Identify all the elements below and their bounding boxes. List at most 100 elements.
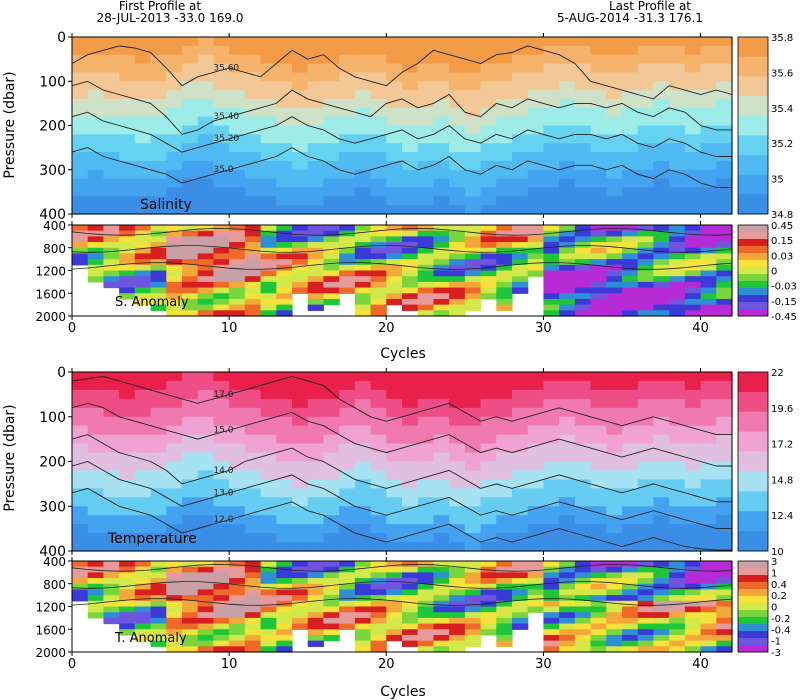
heatmap-cell [716,634,733,642]
heatmap-cell [386,533,403,543]
heatmap-cell [449,259,466,266]
heatmap-cell [637,160,655,171]
heatmap-cell [276,434,293,445]
heatmap-cell [119,81,136,91]
heatmap-cell [716,196,733,206]
heatmap-cell [669,416,686,427]
heatmap-cell [276,287,293,294]
heatmap-cell [323,54,340,65]
heatmap-cell [574,542,592,552]
heatmap-cell [433,54,450,65]
heatmap-cell [433,606,450,613]
heatmap-cell [166,606,183,613]
heatmap-cell [543,398,560,409]
heatmap-cell [244,515,262,525]
heatmap-cell [402,169,419,180]
heatmap-cell [449,196,466,206]
heatmap-cell [386,281,403,289]
heatmap-cell [166,595,183,602]
heatmap-cell [684,470,702,480]
heatmap-cell [464,236,482,243]
heatmap-cell [574,259,592,266]
heatmap-cell [559,242,576,249]
heatmap-cell [339,416,356,427]
heatmap-cell [480,187,497,197]
heatmap-cell [512,389,529,400]
heatmap-cell [464,542,482,552]
heatmap-cell [339,259,356,266]
heatmap-cell [307,434,325,445]
heatmap-cell [370,533,387,543]
heatmap-cell [700,380,717,391]
heatmap-cell [354,640,372,647]
heatmap-cell [433,623,450,630]
heatmap-cell [260,461,277,472]
heatmap-cell [307,37,325,47]
heatmap-cell [700,72,717,82]
heatmap-cell [496,293,513,300]
heatmap-cell [182,160,199,171]
heatmap-cell [182,583,199,591]
heatmap-cell [119,561,136,568]
heatmap-cell [622,98,639,109]
heatmap-cell [213,169,230,180]
x-tick-label: 0 [68,657,76,672]
heatmap-cell [354,416,372,427]
heatmap-cell [716,205,733,215]
heatmap-cell [417,242,435,249]
heatmap-cell [103,264,120,272]
heatmap-cell [103,178,120,189]
heatmap-cell [543,470,560,480]
heatmap-cell [512,583,529,591]
heatmap-cell [119,452,136,463]
contour-label: 35.40 [213,112,239,122]
heatmap-cell [590,646,607,653]
colorbar-label: 34.8 [771,210,793,221]
salinity-anomaly-title: S. Anomaly [115,295,189,310]
heatmap-cell [119,416,136,427]
heatmap-cell [213,572,230,579]
heatmap-cell [606,276,623,283]
heatmap-cell [496,242,513,249]
heatmap-cell [669,583,686,591]
heatmap-cell [590,298,607,306]
heatmap-cell [307,617,325,625]
heatmap-cell [496,542,513,552]
heatmap-cell [622,634,639,642]
heatmap-cell [307,134,325,144]
heatmap-cell [402,372,419,382]
heatmap-cell [700,488,717,498]
heatmap-cell [323,143,340,153]
heatmap-cell [512,416,529,427]
heatmap-cell [653,259,670,266]
heatmap-cell [370,134,387,144]
heatmap-cell [307,264,325,272]
heatmap-cell [119,98,136,109]
heatmap-cell [150,107,167,118]
colorbar-swatch [738,411,768,433]
colorbar-swatch [738,568,768,576]
heatmap-cell [527,589,545,596]
heatmap-cell [512,434,529,445]
heatmap-cell [700,242,717,249]
heatmap-cell [87,443,105,454]
heatmap-cell [103,479,120,489]
heatmap-cell [684,497,702,507]
heatmap-cell [716,595,733,602]
heatmap-cell [606,407,623,418]
heatmap-cell [402,72,419,82]
heatmap-cell [197,612,215,619]
heatmap-cell [72,515,89,525]
heatmap-cell [496,479,513,489]
heatmap-cell [134,461,152,472]
heatmap-cell [574,461,592,472]
heatmap-cell [606,389,623,400]
heatmap-cell [590,416,607,427]
heatmap-cell [622,425,639,436]
heatmap-cell [716,515,733,525]
heatmap-cell [119,253,136,260]
heatmap-cell [700,187,717,197]
heatmap-cell [700,566,717,573]
heatmap-cell [449,116,466,127]
heatmap-cell [386,515,403,525]
